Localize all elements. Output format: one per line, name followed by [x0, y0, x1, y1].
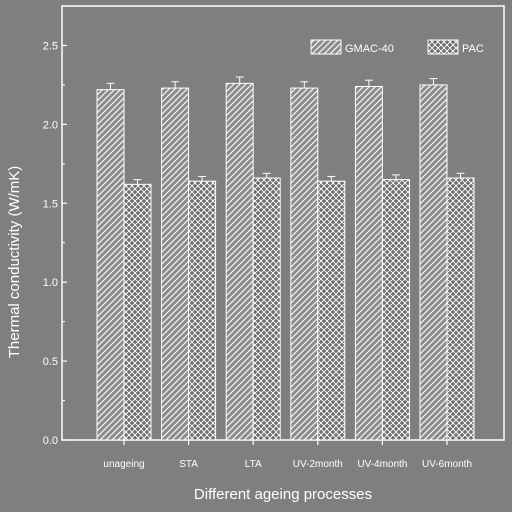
y-tick-label: 1.0	[43, 277, 58, 289]
bar-gmac-40-lta	[225, 82, 254, 441]
bar-gmac-40-uv-2month	[290, 87, 319, 441]
bar-gmac-40-uv-4month	[354, 85, 383, 441]
bar-pac-lta	[252, 177, 281, 441]
legend-label-pac: PAC	[462, 43, 484, 55]
bar-gmac-40-sta	[161, 87, 190, 441]
y-tick-label: 0.5	[43, 356, 58, 368]
x-tick-label: UV-6month	[422, 459, 472, 470]
x-tick-label: LTA	[245, 459, 262, 470]
legend-label-gmac-40: GMAC-40	[345, 43, 394, 55]
y-tick-label: 0.0	[43, 435, 58, 447]
x-axis: unageing STA LTA UV-2month UV-4month UV-6mont…	[103, 440, 472, 470]
bar-pac-uv-4month	[381, 179, 410, 441]
bar-gmac-40-uv-6month	[419, 84, 448, 441]
legend-swatch-gmac-40	[310, 39, 342, 55]
y-tick-label: 2.0	[43, 119, 58, 131]
y-axis-title: Thermal conductivity (W/mK)	[6, 166, 23, 359]
x-tick-label: STA	[179, 459, 198, 470]
y-axis: 0.0 0.5 1.0 1.5 2.0 2.5	[43, 40, 67, 447]
bar-pac-sta	[188, 180, 217, 441]
x-tick-label: unageing	[103, 459, 144, 470]
legend-swatch-pac	[427, 39, 459, 55]
bars-group	[96, 76, 475, 441]
legend: GMAC-40 PAC	[310, 39, 484, 55]
bar-pac-uv-2month	[317, 180, 346, 441]
x-tick-label: UV-2month	[293, 459, 343, 470]
plot-area	[61, 5, 505, 441]
bar-pac-uv-6month	[446, 177, 475, 441]
bar-pac-unageing	[123, 183, 152, 441]
x-tick-label: UV-4month	[357, 459, 407, 470]
bar-gmac-40-unageing	[96, 89, 125, 441]
x-axis-title: Different ageing processes	[194, 486, 372, 503]
y-tick-label: 1.5	[43, 198, 58, 210]
y-tick-label: 2.5	[43, 40, 58, 52]
